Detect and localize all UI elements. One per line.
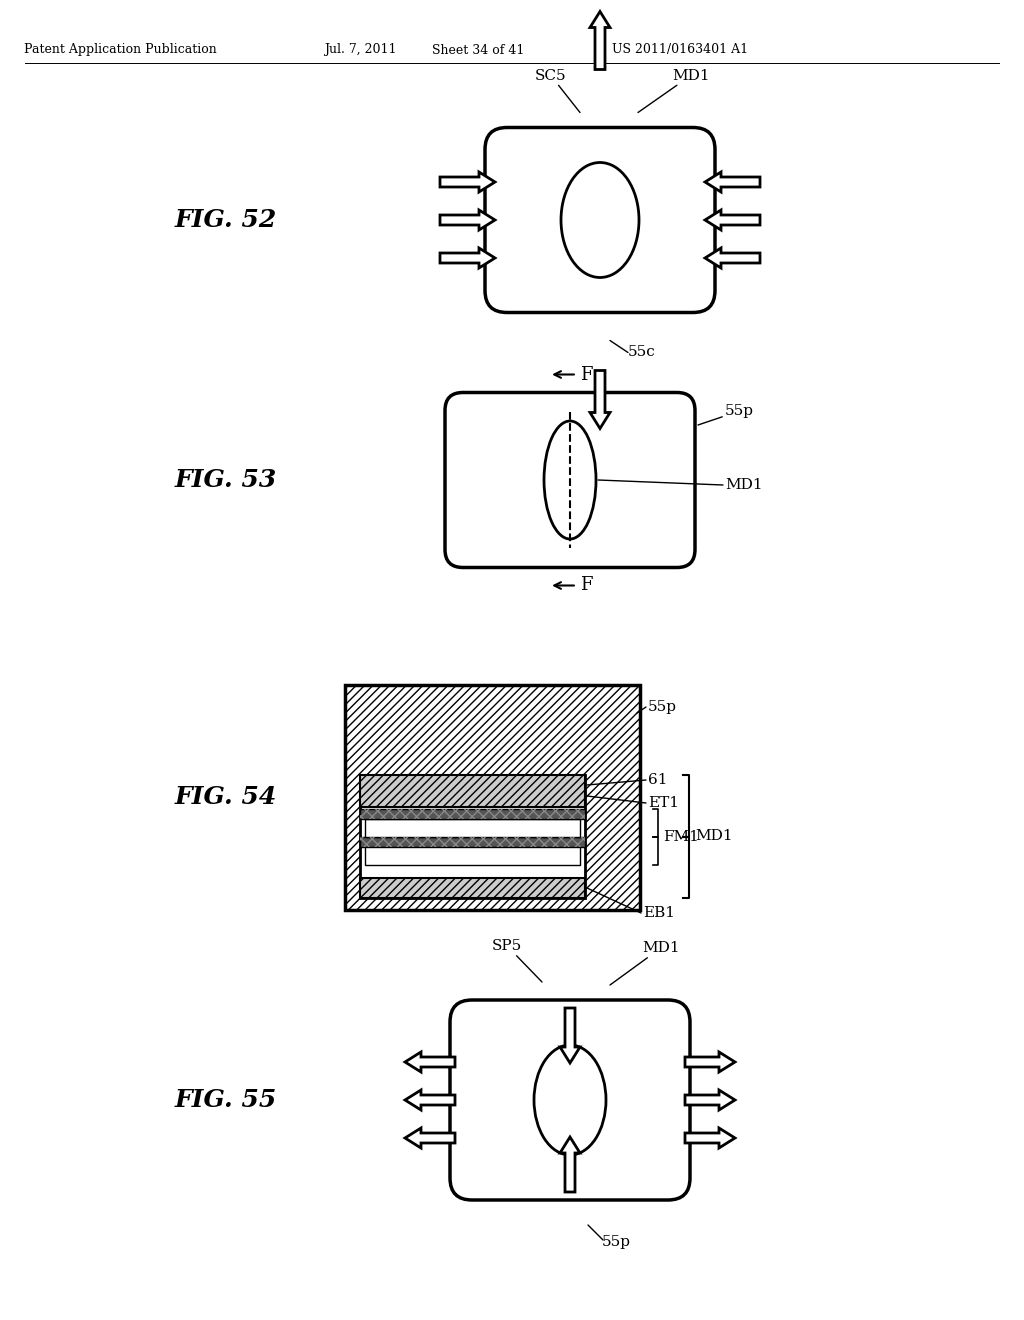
Text: FIG. 53: FIG. 53 [175,469,278,492]
Text: FM1: FM1 [663,830,698,843]
Text: FIG. 55: FIG. 55 [175,1088,278,1111]
Bar [360,775,585,898]
Text: Patent Application Publication: Patent Application Publication [24,44,216,57]
Text: 55p: 55p [648,700,677,714]
Text: MD1: MD1 [610,941,680,985]
FancyArrow shape [705,210,760,230]
FancyArrow shape [590,371,610,429]
FancyBboxPatch shape [445,392,695,568]
FancyArrow shape [406,1052,455,1072]
FancyArrow shape [685,1129,735,1148]
Text: MD1: MD1 [695,829,732,843]
Text: F: F [580,366,593,384]
FancyArrow shape [560,1008,580,1063]
FancyArrow shape [590,12,610,70]
FancyArrow shape [685,1090,735,1110]
Bar [360,837,585,847]
Ellipse shape [561,162,639,277]
Text: 55p: 55p [698,404,754,425]
FancyArrow shape [406,1090,455,1110]
Text: EB1: EB1 [643,906,675,920]
Bar [360,775,585,807]
FancyArrow shape [705,172,760,191]
Text: Jul. 7, 2011: Jul. 7, 2011 [324,44,396,57]
FancyArrow shape [705,248,760,268]
Text: SP5: SP5 [492,939,542,982]
Text: ET1: ET1 [648,796,679,810]
Text: 55c: 55c [628,346,655,359]
Bar [360,809,585,818]
Bar [365,847,580,865]
Bar [360,775,585,807]
FancyArrow shape [406,1129,455,1148]
FancyBboxPatch shape [485,128,715,313]
Text: 55p: 55p [602,1236,631,1249]
FancyArrow shape [440,172,495,191]
Ellipse shape [544,421,596,539]
Bar [360,878,585,898]
Bar [345,685,640,909]
Text: 61: 61 [648,774,668,787]
Text: FIG. 54: FIG. 54 [175,785,278,809]
Text: SC5: SC5 [535,69,580,112]
FancyArrow shape [440,248,495,268]
Text: MD1: MD1 [638,69,710,112]
Text: FIG. 52: FIG. 52 [175,209,278,232]
FancyArrow shape [685,1052,735,1072]
Bar [345,685,640,909]
FancyArrow shape [440,210,495,230]
Text: US 2011/0163401 A1: US 2011/0163401 A1 [612,44,749,57]
FancyArrow shape [560,1137,580,1192]
Ellipse shape [534,1045,606,1155]
Bar [360,878,585,898]
Bar [365,818,580,837]
Text: F: F [580,577,593,594]
Bar [360,809,585,818]
Text: Sheet 34 of 41: Sheet 34 of 41 [432,44,524,57]
Bar [360,837,585,847]
Text: MD1: MD1 [725,478,763,492]
FancyBboxPatch shape [450,1001,690,1200]
